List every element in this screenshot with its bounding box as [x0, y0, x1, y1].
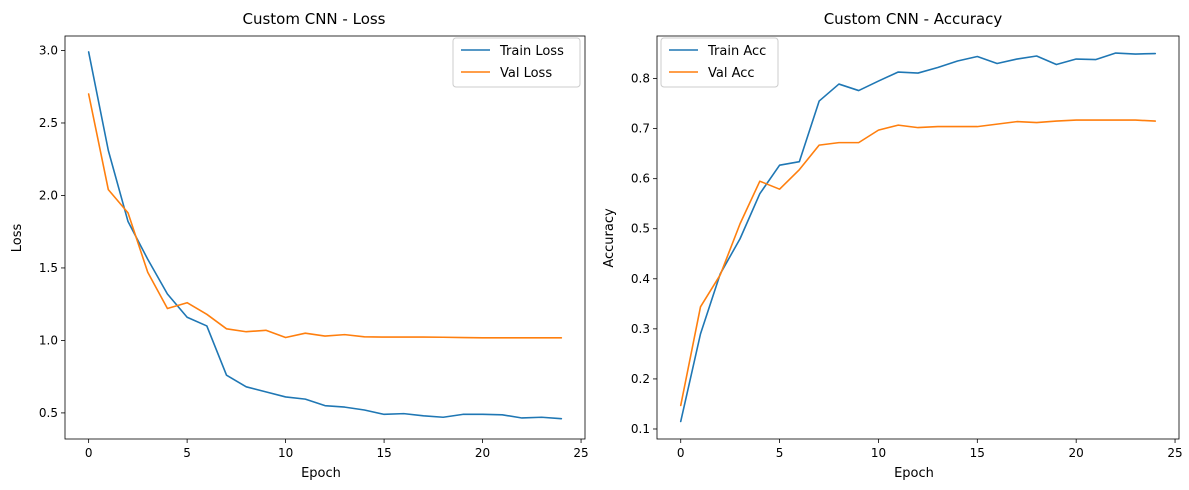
accuracy-plot-frame — [656, 35, 1180, 440]
loss-y-tick-label: 0.5 — [39, 406, 58, 420]
accuracy-x-tick-label: 25 — [1167, 446, 1182, 460]
loss-y-tick-label: 1.0 — [39, 333, 58, 347]
accuracy-y-tick-label: 0.2 — [631, 372, 650, 386]
accuracy-x-axis-label: Epoch — [894, 466, 934, 481]
accuracy-y-tick-label: 0.7 — [631, 122, 650, 136]
accuracy-y-tick-label: 0.4 — [631, 272, 650, 286]
loss-y-tick-label: 2.5 — [39, 116, 58, 130]
loss-legend-val-label: Val Loss — [500, 66, 552, 81]
accuracy-y-tick-label: 0.3 — [631, 322, 650, 336]
accuracy-chart-title: Custom CNN - Accuracy — [824, 10, 1003, 28]
accuracy-ticks: 0 5 10 15 20 25 0.1 0.2 0.3 0.4 0.5 0.6 0.7 0.8 — [631, 72, 1183, 460]
loss-y-tick-label: 3.0 — [39, 43, 58, 57]
loss-chart: Custom CNN - Loss 0 5 10 15 20 25 0.5 1.0 1.5 2.0… — [10, 10, 589, 481]
accuracy-y-tick-label: 0.1 — [631, 422, 650, 436]
loss-x-tick-label: 25 — [573, 446, 588, 460]
accuracy-x-tick-label: 20 — [1069, 446, 1084, 460]
accuracy-legend-val-label: Val Acc — [708, 66, 755, 81]
accuracy-y-axis-label: Accuracy — [602, 208, 617, 268]
accuracy-series-line-train — [679, 52, 1157, 423]
loss-x-tick-label: 5 — [183, 446, 191, 460]
loss-legend-train-label: Train Loss — [499, 44, 564, 59]
accuracy-x-tick-label: 5 — [776, 446, 784, 460]
accuracy-y-tick-label: 0.8 — [631, 72, 650, 86]
loss-y-tick-label: 1.5 — [39, 261, 58, 275]
accuracy-series-line-val — [679, 119, 1157, 407]
loss-series-line-train — [87, 51, 563, 420]
accuracy-x-tick-label: 0 — [677, 446, 685, 460]
accuracy-lines — [679, 52, 1157, 423]
accuracy-x-tick-label: 15 — [970, 446, 985, 460]
loss-x-tick-label: 10 — [278, 446, 293, 460]
loss-chart-title: Custom CNN - Loss — [243, 10, 386, 28]
loss-x-tick-label: 0 — [85, 446, 93, 460]
loss-y-tick-label: 2.0 — [39, 188, 58, 202]
accuracy-y-tick-label: 0.6 — [631, 172, 650, 186]
loss-ticks: 0 5 10 15 20 25 0.5 1.0 1.5 2.0 2.5 3.0 — [39, 43, 589, 460]
accuracy-y-tick-label: 0.5 — [631, 222, 650, 236]
loss-series-line-val — [87, 93, 563, 339]
accuracy-legend-train-label: Train Acc — [707, 44, 766, 59]
loss-lines — [87, 51, 563, 420]
loss-x-tick-label: 20 — [475, 446, 490, 460]
accuracy-chart: Custom CNN - Accuracy 0 5 10 15 20 25 0.1 0.2 0.… — [602, 10, 1183, 481]
accuracy-x-tick-label: 10 — [871, 446, 886, 460]
loss-x-axis-label: Epoch — [301, 466, 341, 481]
loss-legend: Train Loss Val Loss — [452, 37, 581, 88]
loss-x-tick-label: 15 — [376, 446, 391, 460]
accuracy-legend: Train Acc Val Acc — [660, 37, 779, 88]
loss-y-axis-label: Loss — [10, 224, 25, 253]
loss-plot-frame — [64, 35, 586, 440]
